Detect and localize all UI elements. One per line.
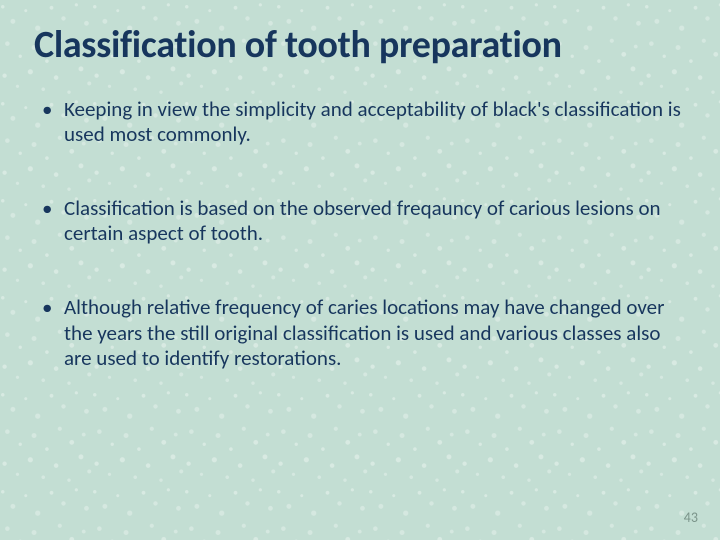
bullet-item: Although relative frequency of caries lo…	[38, 295, 686, 372]
bullet-list: Keeping in view the simplicity and accep…	[34, 97, 686, 372]
slide: Classification of tooth preparation Keep…	[0, 0, 720, 540]
slide-content: Classification of tooth preparation Keep…	[0, 0, 720, 540]
bullet-item: Keeping in view the simplicity and accep…	[38, 97, 686, 148]
page-number: 43	[684, 509, 698, 526]
slide-title: Classification of tooth preparation	[34, 24, 686, 67]
bullet-item: Classification is based on the observed …	[38, 196, 686, 247]
